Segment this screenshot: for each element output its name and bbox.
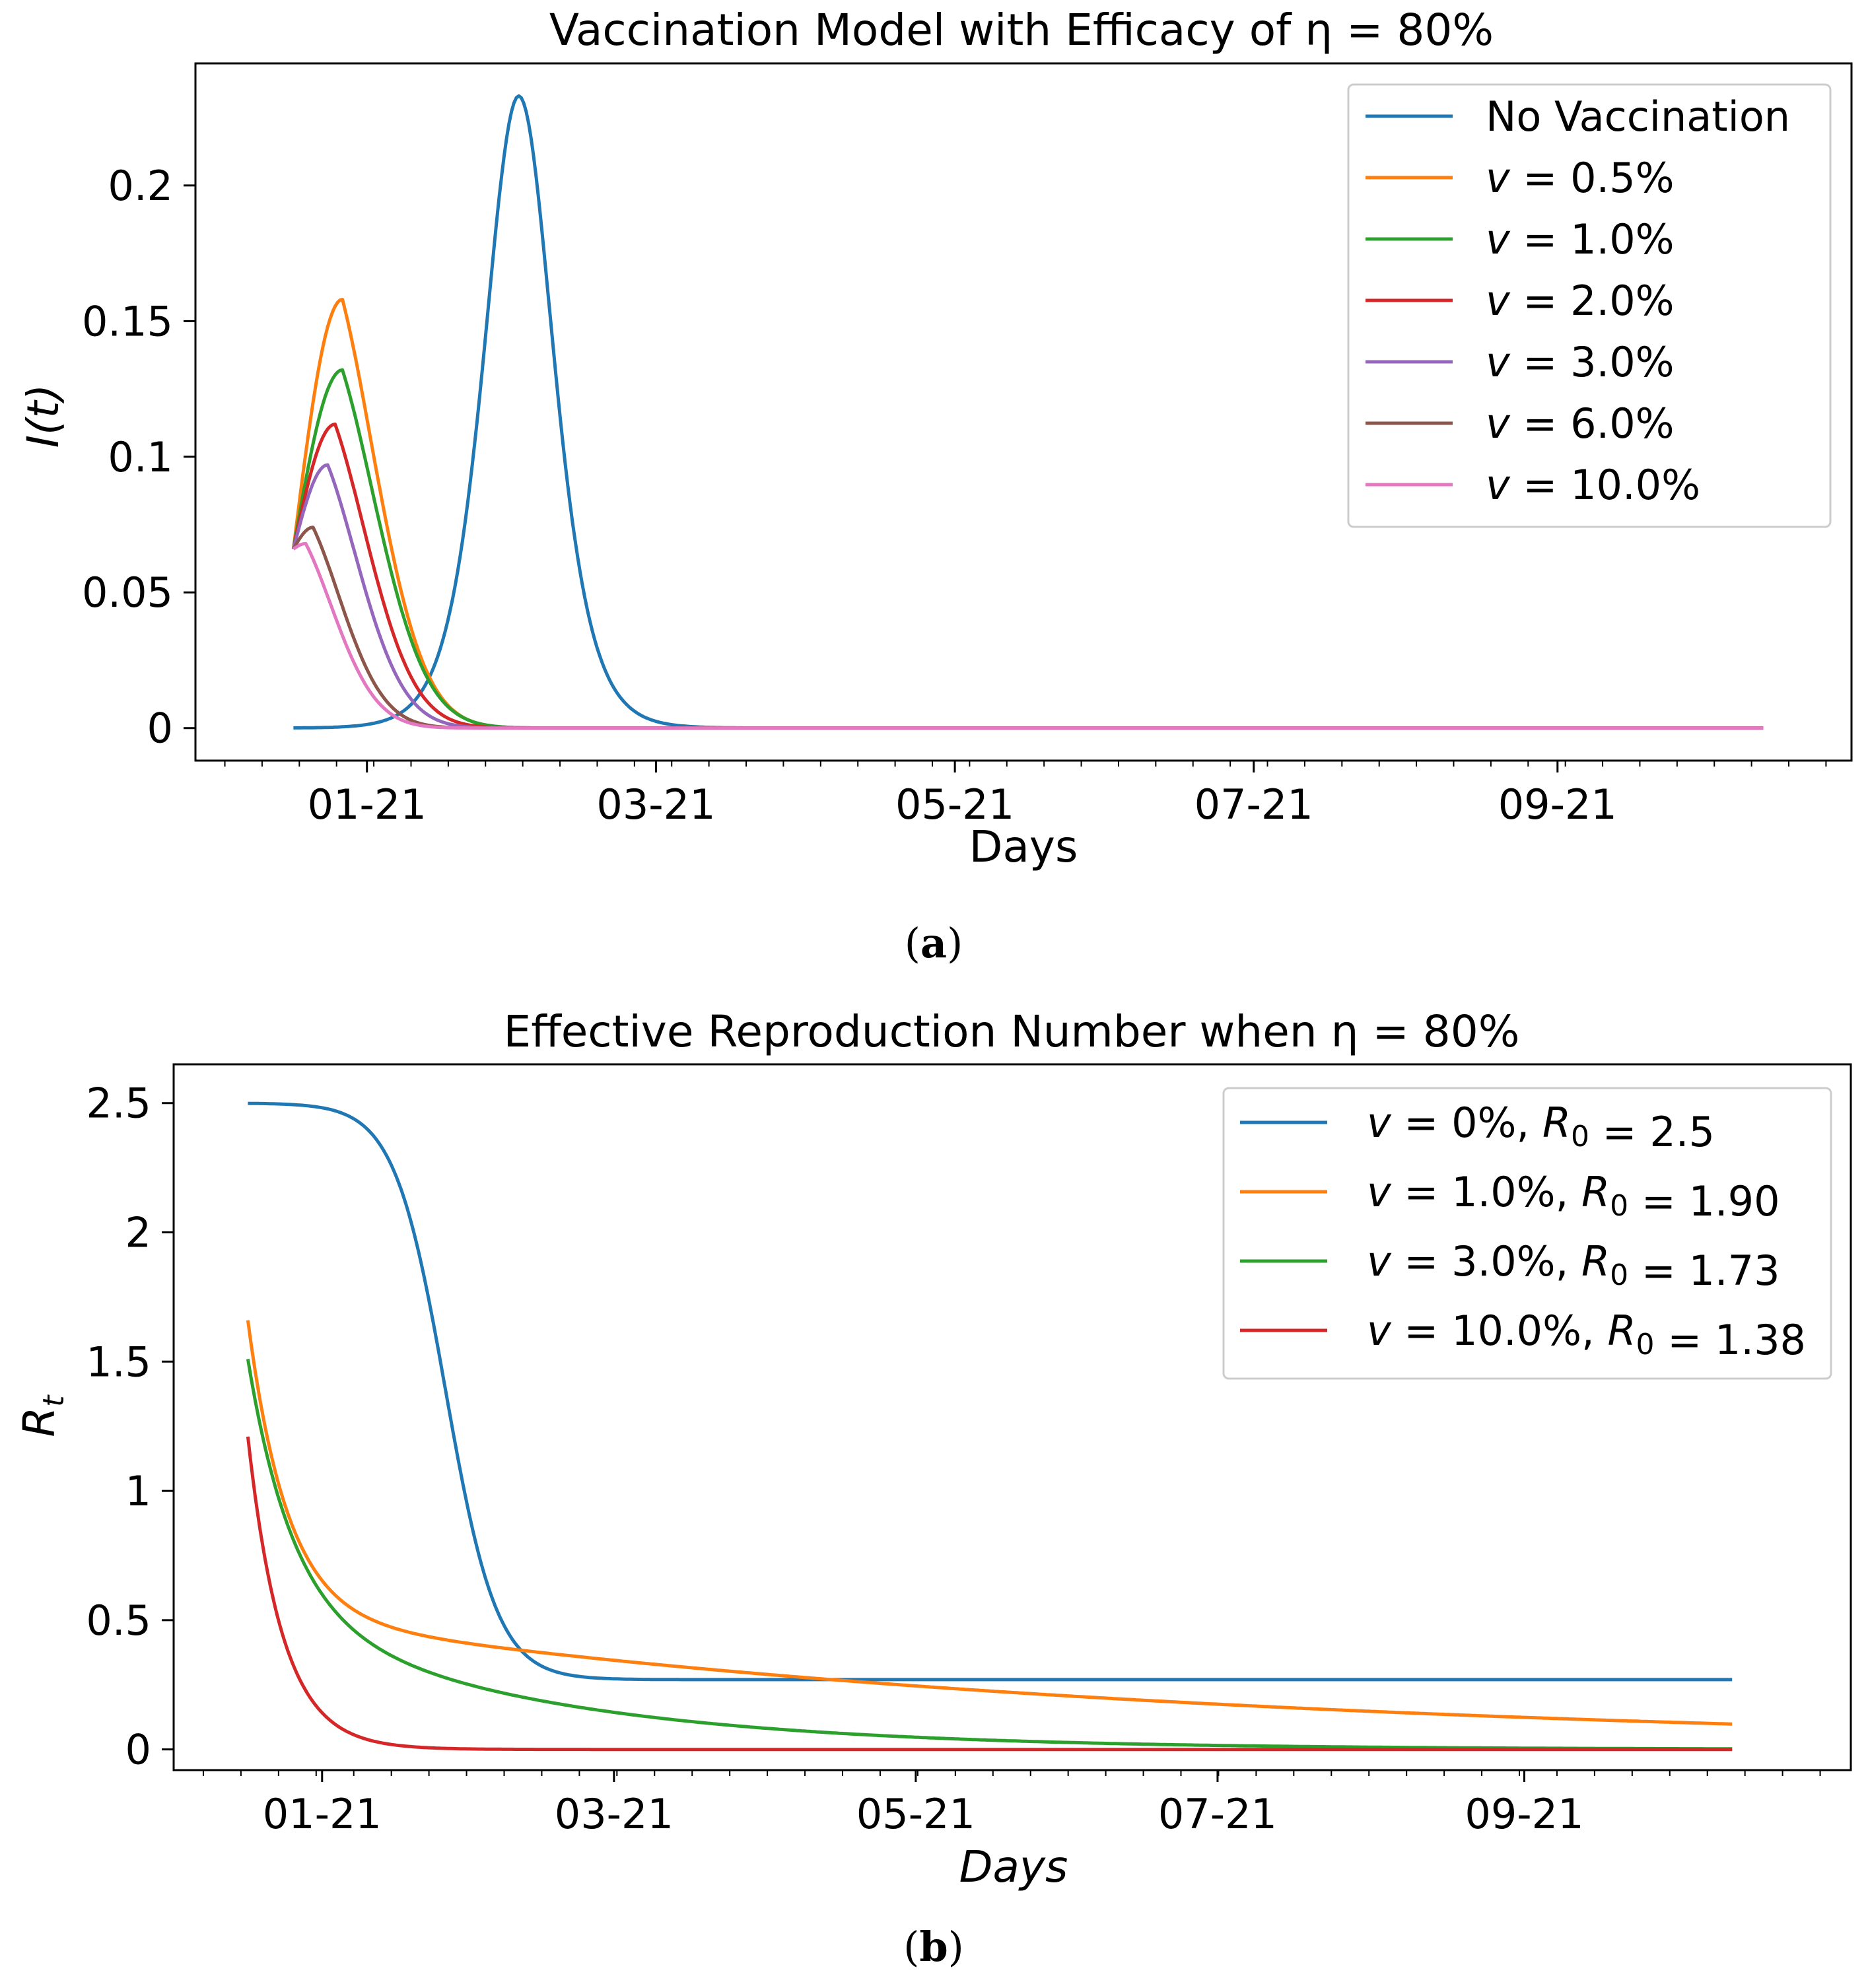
legend-label-2: v = 1.0%, R0 = 1.90 — [1367, 1168, 1780, 1225]
legend-label-1: v = 0%, R0 = 2.5 — [1367, 1099, 1715, 1156]
chart-b-y-axis-title: Rt — [14, 1394, 71, 1437]
legend-label-2: v = 0.5% — [1486, 154, 1675, 202]
chart-b-x-axis-title: Days — [959, 1841, 1068, 1892]
chart-b-title: Effective Reproduction Number when η = 8… — [504, 1006, 1520, 1057]
chart-a-legend: No Vaccination v = 0.5% v = 1.0% v = 2.0% v … — [1347, 83, 1832, 528]
x-tick-label: 03-21 — [596, 780, 715, 829]
x-tick-label: 09-21 — [1465, 1790, 1583, 1838]
x-tick-label: 05-21 — [895, 780, 1014, 829]
chart-a-caption: (a) — [905, 919, 963, 967]
legend-label-1: No Vaccination — [1486, 92, 1790, 141]
x-tick-label: 07-21 — [1158, 1790, 1277, 1838]
chart-b-caption: (b) — [903, 1923, 964, 1971]
y-tick-label: 0.1 — [108, 433, 173, 481]
chart-a-title: Vaccination Model with Efficacy of η = 8… — [549, 5, 1494, 55]
legend-label-6: v = 6.0% — [1486, 399, 1675, 448]
y-tick-label: 0.2 — [108, 162, 173, 210]
y-tick-label: 1.5 — [86, 1338, 151, 1386]
chart-a: Vaccination Model with Efficacy of η = 8… — [18, 5, 1853, 967]
chart-b-plot-area: 01-21 03-21 05-21 07-21 09-21 0 0.5 1 1.5 2 2.5 — [86, 1080, 1821, 1838]
y-tick-label: 0.15 — [82, 297, 173, 345]
y-tick-label: 0.05 — [82, 568, 173, 617]
chart-b-legend-box — [1222, 1087, 1832, 1380]
legend-label-4: v = 2.0% — [1486, 277, 1675, 325]
series-line-1 — [248, 1101, 1733, 1682]
chart-a-plot-area: 01-21 03-21 05-21 07-21 09-21 0 0.05 0.1 0.15 0.2 — [82, 94, 1827, 829]
y-tick-label: 0 — [125, 1726, 151, 1774]
x-tick-label: 03-21 — [555, 1790, 674, 1838]
x-tick-label: 05-21 — [856, 1790, 975, 1838]
chart-b-legend-items: v = 0%, R0 = 2.5 v = 1.0%, R0 = 1.90 v = 3… — [1240, 1099, 1806, 1364]
x-tick-label: 09-21 — [1498, 780, 1617, 829]
legend-label-5: v = 3.0% — [1486, 338, 1675, 386]
legend-label-4: v = 10.0%, R0 = 1.38 — [1367, 1307, 1806, 1364]
legend-label-3: v = 1.0% — [1486, 215, 1675, 263]
chart-b: Effective Reproduction Number when η = 8… — [14, 1006, 1852, 1971]
chart-a-legend-box — [1347, 83, 1832, 528]
y-tick-label: 2.5 — [86, 1080, 151, 1128]
legend-label-7: v = 10.0% — [1486, 461, 1700, 509]
y-tick-label: 2 — [125, 1209, 151, 1257]
chart-a-frame — [194, 62, 1853, 762]
chart-a-y-axis-title: I(t) — [18, 384, 69, 448]
series-line-6 — [292, 526, 1764, 730]
y-tick-label: 0 — [147, 704, 173, 753]
x-tick-label: 01-21 — [263, 1790, 382, 1838]
series-line-7 — [293, 541, 1764, 730]
chart-a-x-axis-title: Days — [969, 821, 1078, 872]
series-line-4 — [246, 1436, 1733, 1752]
x-tick-label: 01-21 — [308, 780, 427, 829]
x-tick-label: 07-21 — [1194, 780, 1313, 829]
chart-b-frame — [172, 1063, 1852, 1771]
series-line-2 — [246, 1320, 1733, 1726]
y-tick-label: 1 — [125, 1467, 151, 1515]
chart-b-legend: v = 0%, R0 = 2.5 v = 1.0%, R0 = 1.90 v = 3… — [1222, 1087, 1832, 1380]
legend-label-3: v = 3.0%, R0 = 1.73 — [1367, 1237, 1780, 1295]
chart-a-legend-items: No Vaccination v = 0.5% v = 1.0% v = 2.0% v … — [1366, 92, 1790, 509]
y-tick-label: 0.5 — [86, 1596, 151, 1645]
